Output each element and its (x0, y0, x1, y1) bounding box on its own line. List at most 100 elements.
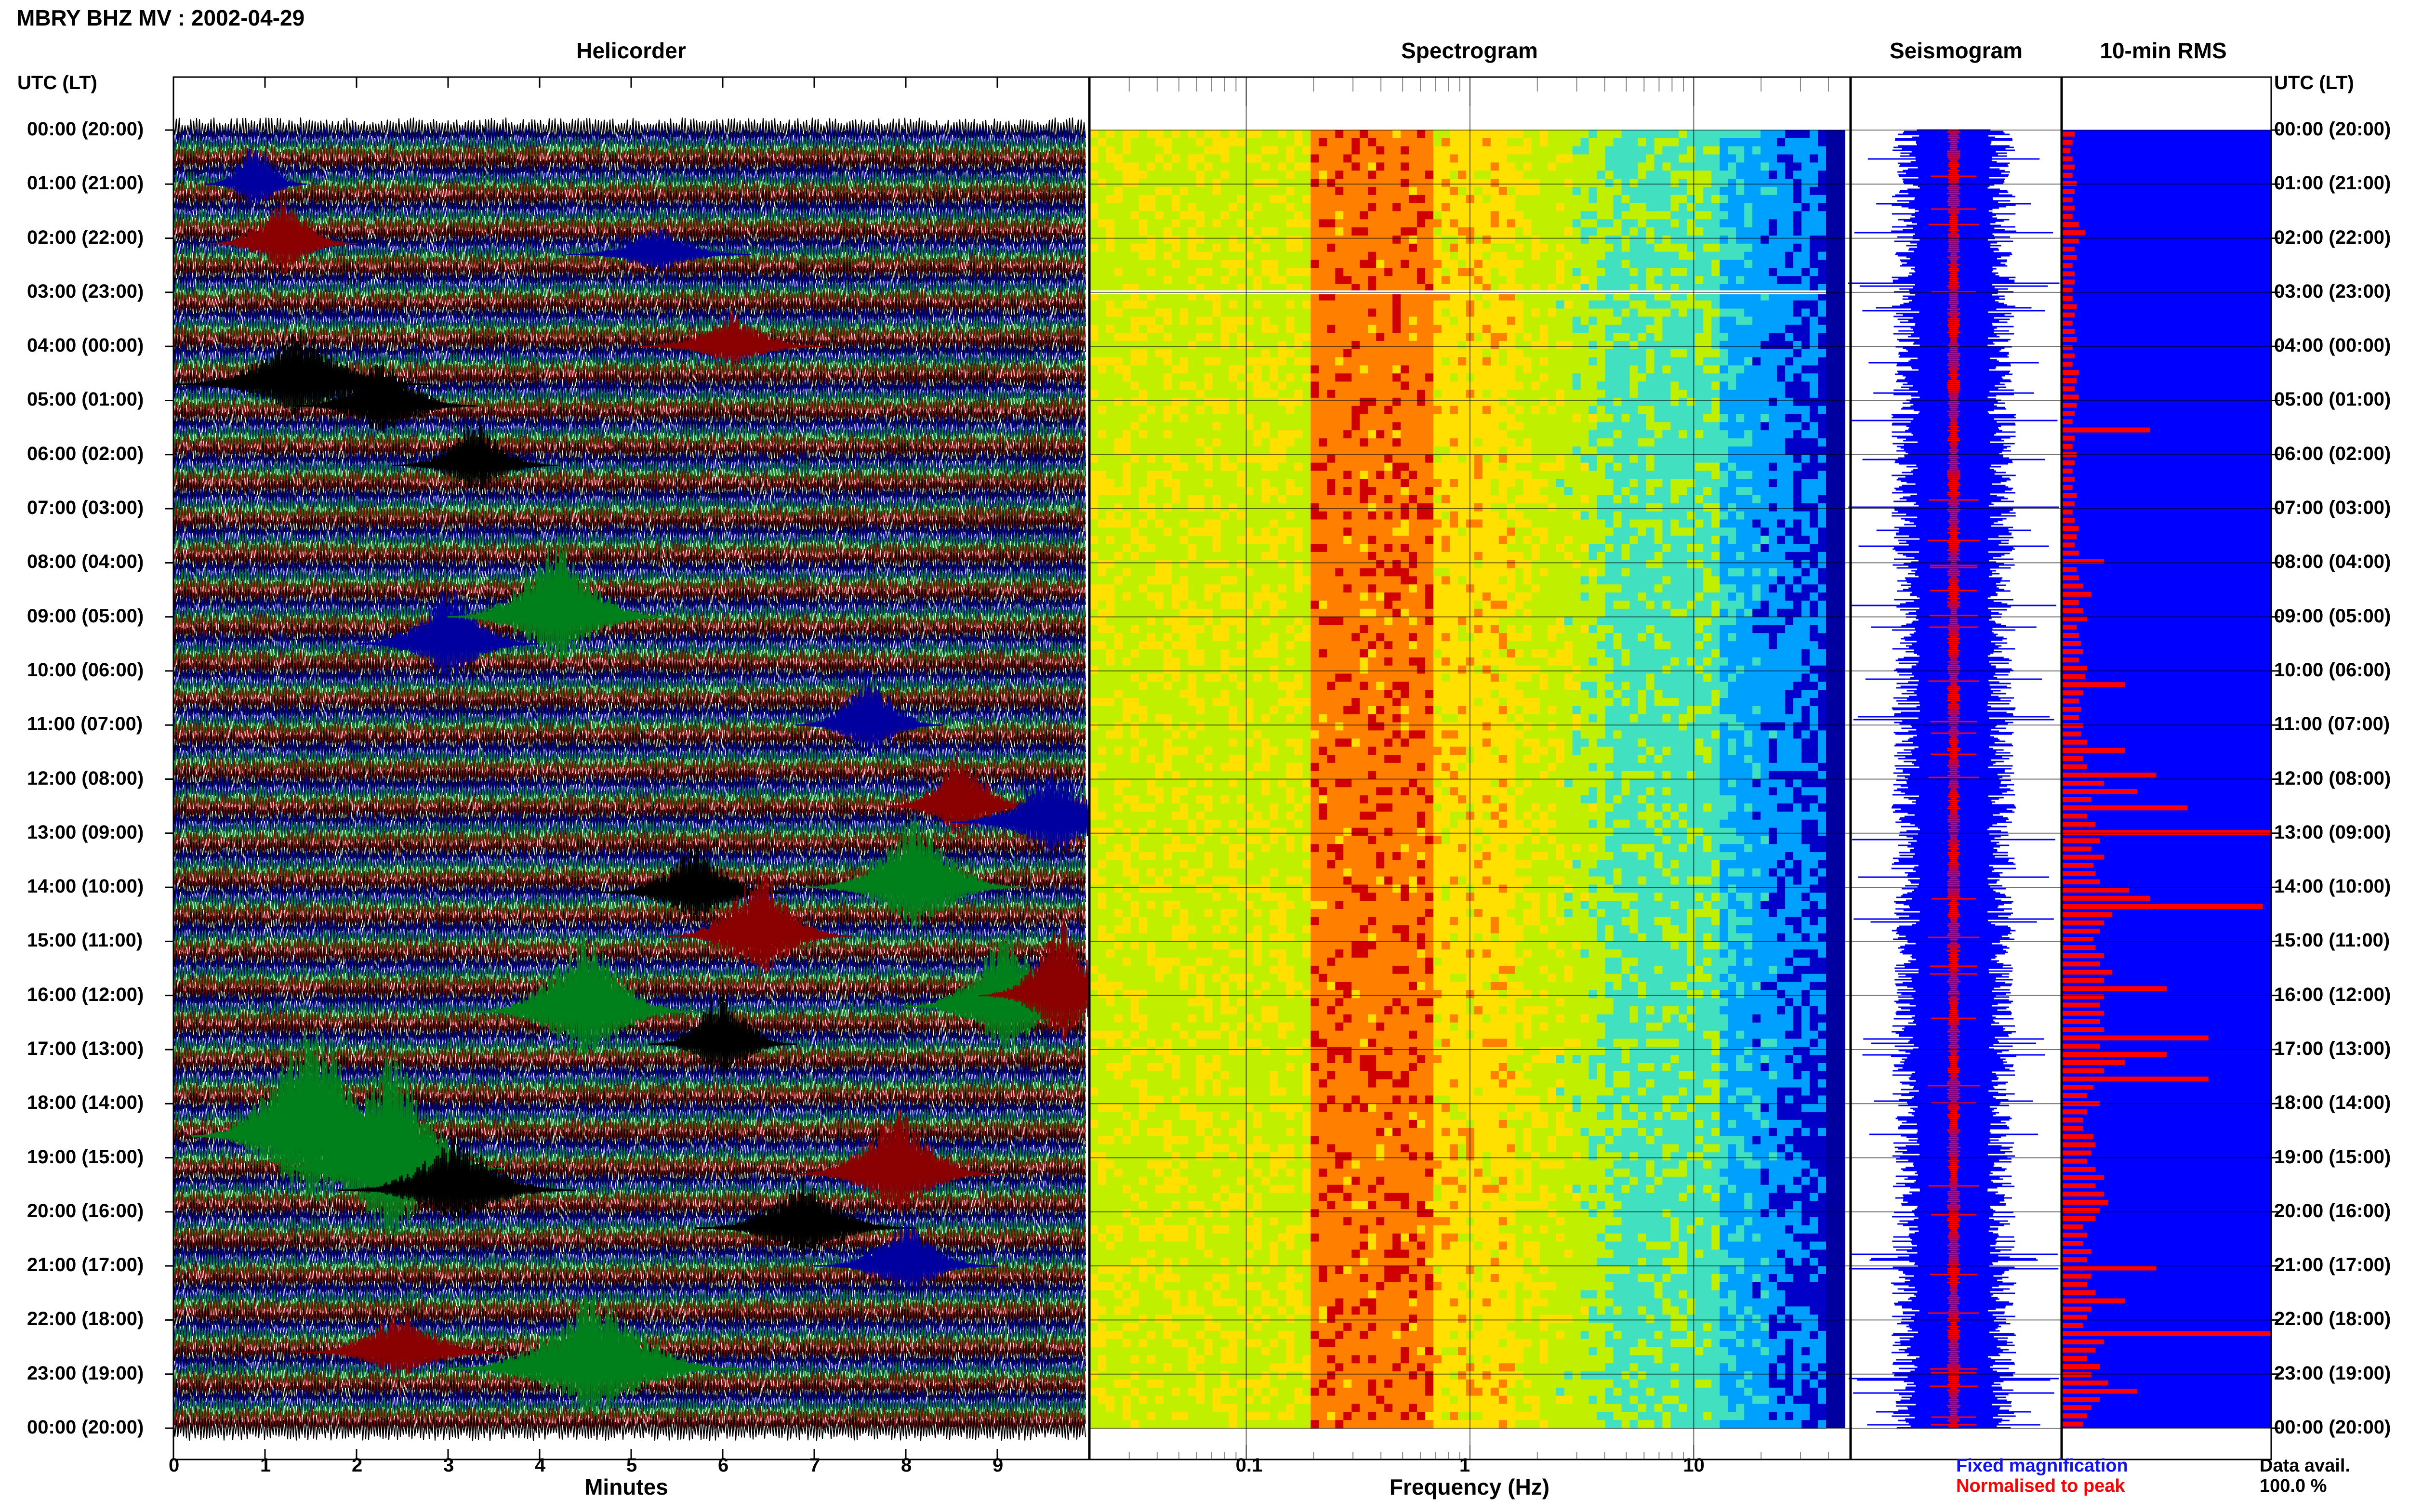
spectrogram-cell (1261, 414, 1271, 422)
spectrogram-cell (1270, 308, 1279, 317)
spectrogram-cell (1417, 511, 1426, 520)
spectrogram-cell (1368, 276, 1377, 285)
spectrogram-cell (1376, 227, 1385, 236)
spectrogram-cell (1327, 511, 1336, 520)
spectrogram-cell (1220, 162, 1230, 171)
spectrogram-cell (1613, 138, 1622, 147)
spectrogram-cell (1294, 203, 1303, 211)
spectrogram-cell (1613, 414, 1622, 422)
spectrogram-cell (1662, 130, 1671, 139)
spectrogram-cell (1171, 487, 1180, 496)
spectrogram-cell (1498, 308, 1508, 317)
spectrogram-cell (1253, 211, 1262, 220)
spectrogram-cell (1498, 462, 1508, 471)
spectrogram-cell (1539, 300, 1549, 309)
spectrogram-cell (1319, 219, 1327, 228)
spectrogram-cell (1539, 511, 1549, 520)
spectrogram-cell (1482, 227, 1491, 236)
spectrogram-cell (1384, 154, 1393, 163)
spectrogram-cell (1442, 495, 1450, 504)
spectrogram-cell (1138, 236, 1148, 244)
spectrogram-cell (1179, 179, 1189, 187)
spectrogram-cell (1458, 195, 1467, 204)
spectrogram-cell (1327, 349, 1336, 358)
spectrogram-cell (1654, 511, 1663, 520)
spectrogram-cell (1343, 519, 1352, 528)
spectrogram-cell (1204, 219, 1213, 228)
spectrogram-cell (1343, 325, 1352, 333)
helicorder-trace (173, 532, 1086, 558)
spectrogram-cell (1703, 146, 1712, 155)
spectrogram-cell (1327, 536, 1336, 544)
spectrogram-cell (1138, 479, 1148, 487)
spectrogram-cell (1785, 430, 1794, 439)
spectrogram-cell (1335, 203, 1344, 211)
helicorder-trace (173, 1280, 1086, 1306)
spectrogram-cell (1793, 519, 1802, 528)
spectrogram-cell (1605, 373, 1614, 382)
spectrogram-cell (1507, 219, 1516, 228)
helicorder-title: Helicorder (576, 38, 686, 63)
spectrogram-cell (1793, 390, 1802, 398)
spectrogram-cell (1384, 316, 1393, 325)
spectrogram-cell (1163, 195, 1172, 204)
spectrogram-cell (1376, 381, 1385, 390)
spectrogram-cell (1564, 495, 1573, 504)
spectrogram-cell (1646, 276, 1655, 285)
spectrogram-cell (1458, 454, 1467, 463)
spectrogram-cell (1147, 162, 1156, 171)
spectrogram-cell (1204, 471, 1213, 479)
spectrogram-cell (1147, 203, 1156, 211)
spectrogram-cell (1769, 381, 1777, 390)
spectrogram-cell (1703, 186, 1712, 196)
spectrogram-cell (1171, 211, 1180, 220)
spectrogram-cell (1728, 479, 1736, 487)
spectrogram-cell (1670, 390, 1679, 398)
spectrogram-cell (1302, 511, 1311, 520)
spectrogram-cell (1523, 511, 1532, 520)
spectrogram-cell (1302, 373, 1311, 382)
spectrogram-cell (1744, 300, 1753, 309)
spectrogram-cell (1163, 203, 1172, 211)
spectrogram-cell (1523, 236, 1532, 244)
spectrogram-cell (1769, 495, 1777, 504)
spectrogram-cell (1351, 211, 1360, 220)
spectrogram-cell (1810, 503, 1818, 512)
time-label-right: 03:00 (23:00) (2274, 280, 2391, 302)
spectrogram-cell (1286, 511, 1295, 520)
spectrogram-cell (1760, 454, 1769, 463)
spectrogram-cell (1548, 195, 1557, 204)
spectrogram-cell (1539, 373, 1549, 382)
spectrogram-cell (1188, 519, 1197, 528)
spectrogram-cell (1155, 227, 1164, 236)
spectrogram-cell (1098, 333, 1107, 342)
spectrogram-cell (1130, 276, 1139, 285)
spectrogram-cell (1580, 203, 1589, 211)
spectrogram-cell (1351, 186, 1360, 196)
spectrogram-cell (1801, 243, 1810, 252)
spectrogram-cell (1613, 162, 1622, 171)
spectrogram-cell (1720, 365, 1728, 374)
spectrogram-cell (1564, 446, 1573, 455)
spectrogram-cell (1539, 527, 1549, 536)
spectrogram-cell (1556, 471, 1565, 479)
spectrogram-cell (1196, 446, 1205, 455)
spectrogram-cell (1613, 462, 1622, 471)
spectrogram-cell (1278, 276, 1287, 285)
spectrogram-cell (1384, 251, 1393, 261)
spectrogram-cell (1204, 406, 1213, 415)
spectrogram-cell (1270, 349, 1279, 358)
spectrogram-cell (1442, 454, 1450, 463)
spectrogram-cell (1417, 341, 1426, 350)
helicorder-trace (173, 442, 1086, 467)
spectrogram-cell (1204, 146, 1213, 155)
spectrogram-cell (1458, 333, 1467, 342)
spectrogram-cell (1229, 211, 1238, 220)
spectrogram-cell (1736, 251, 1745, 261)
spectrogram-cell (1327, 397, 1336, 407)
spectrogram-cell (1130, 268, 1139, 276)
spectrogram-cell (1588, 462, 1598, 471)
spectrogram-cell (1114, 552, 1123, 561)
spectrogram-cell (1490, 186, 1499, 196)
spectrogram-cell (1548, 527, 1557, 536)
